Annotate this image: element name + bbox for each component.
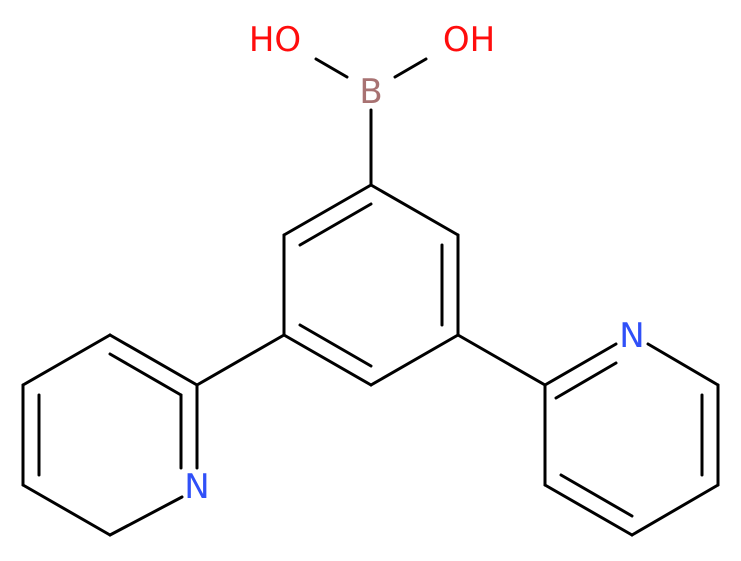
bond [108,495,184,537]
bond [314,57,349,79]
bond [393,57,428,79]
atom-label: N [184,467,209,507]
bond [543,342,618,387]
bond [456,333,547,387]
bond [108,352,183,397]
bond [543,483,634,537]
bond [630,483,720,537]
bond [369,183,460,237]
bond [21,333,112,387]
bond [646,342,720,387]
atom-label: N [619,316,644,356]
bond [21,483,112,537]
atom-label: HO [249,20,301,60]
bond [298,202,373,247]
bond [108,333,199,387]
bond [195,333,286,387]
bond [559,473,634,518]
atom-label: B [359,72,382,112]
atom-label: OH [443,20,495,60]
bond [554,361,618,400]
bond [298,323,373,368]
bond [282,183,373,237]
bond [282,333,373,387]
bonds [21,57,720,537]
bond [369,333,460,387]
